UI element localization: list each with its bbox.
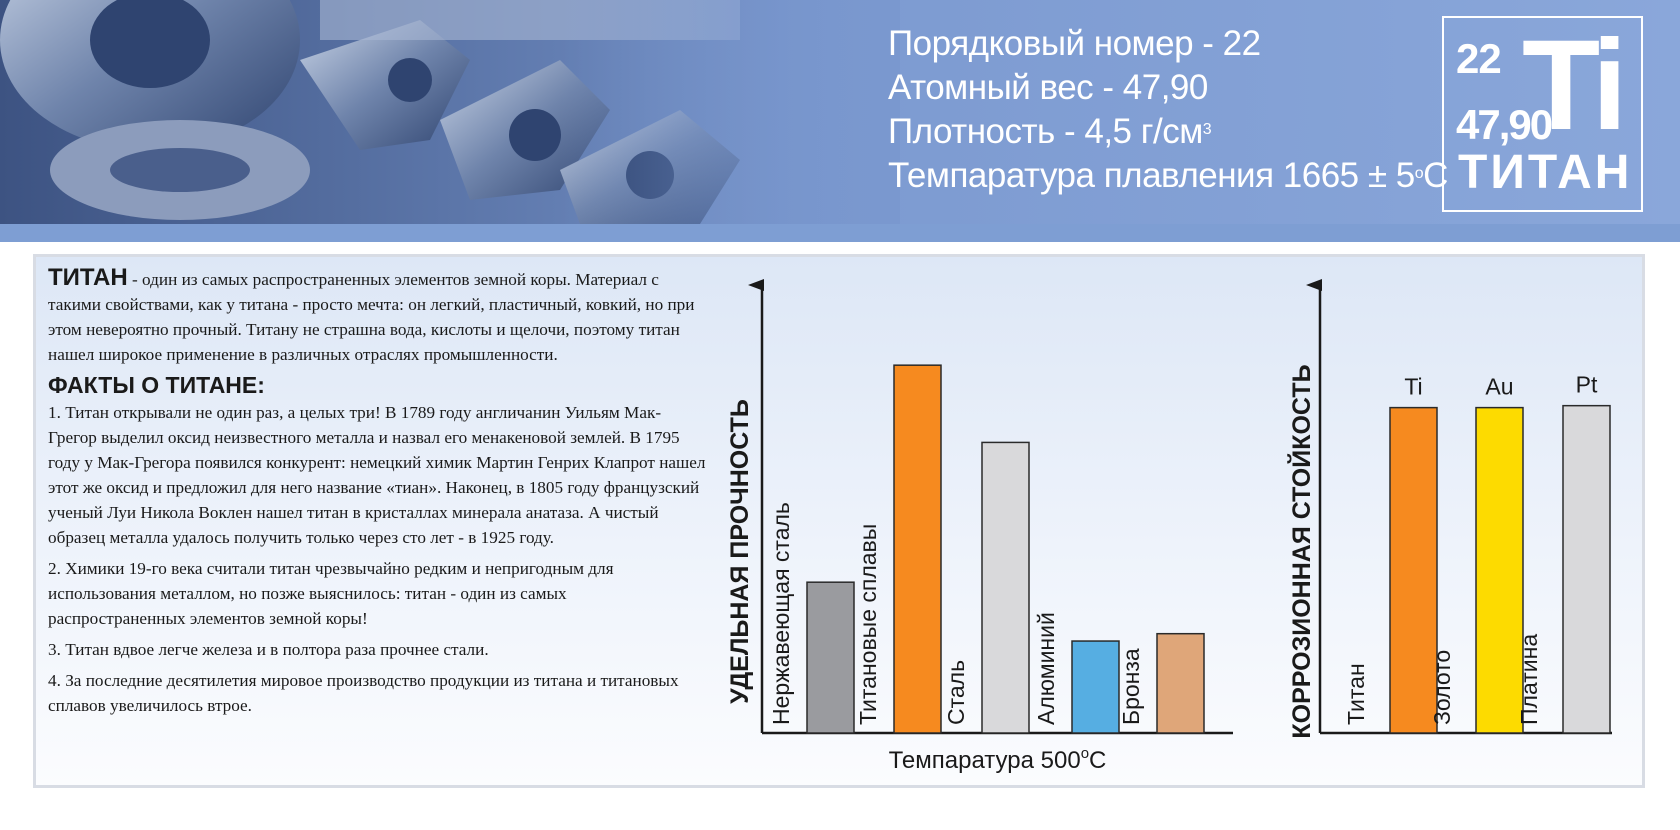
category-label: Нержавеющая сталь [768, 502, 794, 725]
x-axis-title: Темпаратура 500oC [889, 745, 1107, 774]
atomic-weight-text: Атомный вес - 47,90 [888, 68, 1208, 107]
bar [1156, 632, 1205, 734]
melting-point-line: Темпаратура плавления 1665 ± 5oC [888, 156, 1448, 196]
x-axis-title-sup: o [1081, 745, 1089, 762]
header-fade [560, 0, 900, 224]
tile-name: ТИТАН [1458, 146, 1633, 199]
intro-paragraph: ТИТАН - один из самых распространенных э… [48, 265, 708, 367]
density-line: Плотность - 4,5 г/см3 [888, 112, 1212, 152]
melting-point-text: Темпаратура плавления 1665 ± 5 [888, 156, 1415, 195]
corrosion-chart: КОРРОЗИОННАЯ СТОЙКОСТЬ Титан Ti Золото Au Пла… [1286, 279, 1612, 739]
category-label: Платина [1516, 634, 1542, 725]
tile-symbol: Ti [1522, 14, 1627, 157]
ordinal-number-line: Порядковый номер - 22 [888, 24, 1261, 64]
header-banner: Порядковый номер - 22 Атомный вес - 47,9… [0, 0, 1680, 224]
melting-point-unit: C [1423, 156, 1448, 195]
strength-chart: УДЕЛЬНАЯ ПРОЧНОСТЬ Темпаратура 500oC Нержа… [726, 279, 1233, 774]
x-axis-title-text: Темпаратура 500 [889, 747, 1081, 774]
category-label: Титановые сплавы [855, 524, 881, 725]
bar [893, 364, 942, 734]
density-text: Плотность - 4,5 г/см [888, 112, 1203, 151]
tile-atomic-number: 22 [1456, 35, 1502, 82]
x-axis-title-unit: C [1089, 747, 1106, 774]
bar-value-label: Ti [1404, 374, 1422, 400]
fact-item: 3. Титан вдвое легче железа и в полтора … [48, 640, 489, 659]
category-label: Золото [1429, 650, 1455, 725]
bar [1389, 406, 1438, 734]
header-band [0, 224, 1680, 242]
bar-value-label: Pt [1576, 372, 1598, 398]
ordinal-number-text: Порядковый номер - 22 [888, 24, 1261, 63]
fact-item: 4. За последние десятилетия мировое прои… [48, 671, 679, 715]
category-label: Сталь [943, 660, 969, 725]
density-sup: 3 [1202, 121, 1212, 138]
fact-item: 2. Химики 19-го века считали титан чрезв… [48, 559, 614, 628]
element-tile: 22 47,90 Ti ТИТАН [1442, 16, 1643, 212]
melting-point-sup: o [1414, 165, 1424, 182]
facts-title: ФАКТЫ О ТИТАНЕ: [48, 372, 265, 398]
bar [1071, 640, 1120, 734]
bar [806, 581, 855, 734]
fact-item: 1. Титан открывали не один раз, а целых … [48, 403, 706, 547]
y-axis-title: УДЕЛЬНАЯ ПРОЧНОСТЬ [726, 399, 754, 704]
category-label: Алюминий [1033, 612, 1059, 725]
atomic-weight-line: Атомный вес - 47,90 [888, 68, 1208, 108]
category-label: Бронза [1118, 648, 1144, 725]
y-axis-title: КОРРОЗИОННАЯ СТОЙКОСТЬ [1286, 364, 1316, 738]
intro-text: - один из самых распространенных элемент… [48, 270, 695, 364]
intro-title: ТИТАН [48, 264, 128, 291]
tile-atomic-weight: 47,90 [1456, 101, 1553, 148]
category-label: Титан [1343, 663, 1369, 725]
bar-value-label: Au [1485, 374, 1513, 400]
bar [1475, 406, 1524, 734]
text-column: ТИТАН - один из самых распространенных э… [48, 265, 708, 724]
bar [981, 441, 1030, 734]
bar [1562, 404, 1611, 734]
